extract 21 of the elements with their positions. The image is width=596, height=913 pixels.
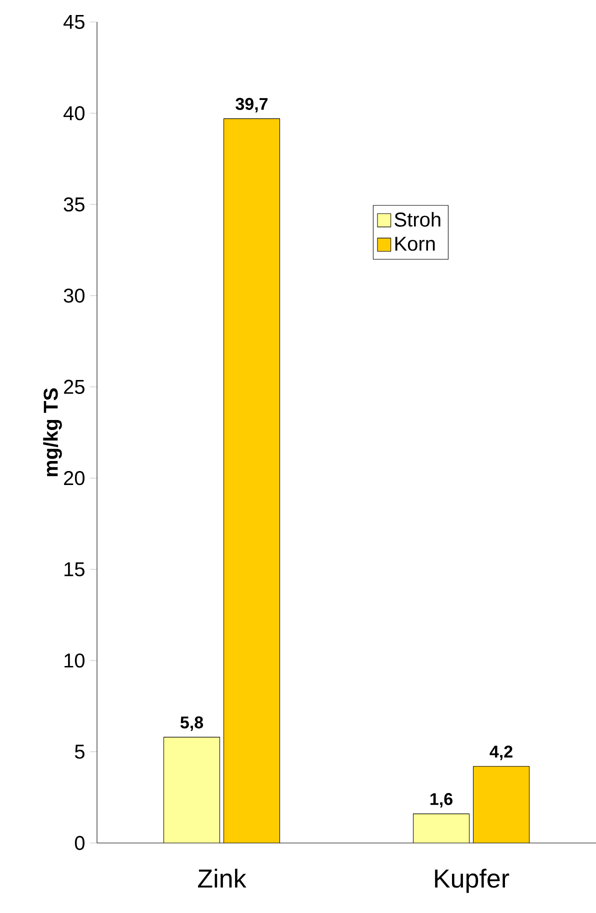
data-label: 5,8 bbox=[180, 716, 204, 731]
bar bbox=[224, 118, 280, 843]
y-tick-label: 5 bbox=[74, 744, 84, 759]
legend-label: Korn bbox=[395, 236, 435, 251]
legend-label: Stroh bbox=[394, 212, 440, 227]
y-tick-label: 10 bbox=[64, 653, 84, 668]
y-tick-label: 0 bbox=[74, 836, 84, 850]
y-tick-label: 35 bbox=[64, 197, 84, 212]
y-axis-title: mg/kg TS bbox=[43, 388, 62, 476]
y-tick-label: 40 bbox=[64, 106, 84, 120]
data-label: 4,2 bbox=[490, 746, 512, 760]
bar bbox=[472, 766, 530, 843]
data-label: 39,7 bbox=[236, 98, 268, 112]
y-tick-label: 15 bbox=[64, 562, 84, 576]
y-tick-label: 20 bbox=[64, 471, 84, 486]
data-label: 1,6 bbox=[430, 793, 452, 808]
x-tick-label: Kupfer bbox=[435, 868, 510, 893]
y-tick-label: 25 bbox=[64, 380, 84, 394]
y-tick-label: 45 bbox=[64, 15, 84, 29]
x-tick-label: Zink bbox=[198, 868, 246, 888]
y-tick-label: 30 bbox=[64, 288, 84, 303]
